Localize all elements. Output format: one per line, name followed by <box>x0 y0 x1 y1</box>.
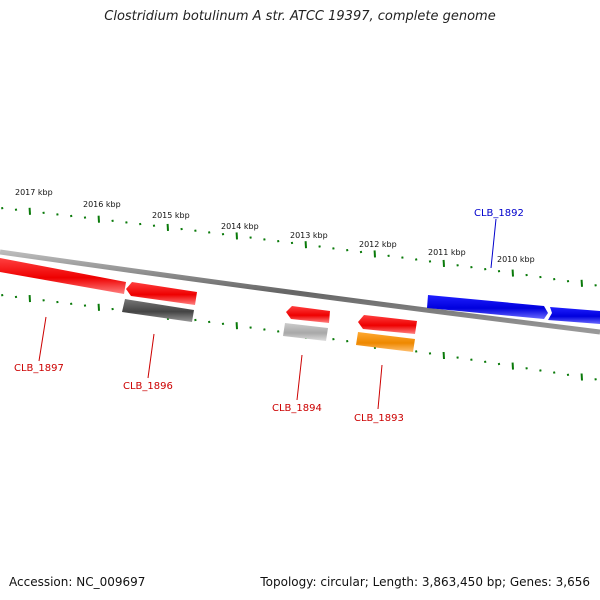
leader-clb-1894 <box>296 354 303 401</box>
gene-clb-1897[interactable] <box>0 258 126 294</box>
gene-label-clb-1896[interactable]: CLB_1896 <box>123 381 173 392</box>
gene-clb-1892[interactable] <box>427 295 548 319</box>
scale-label: 2010 kbp <box>497 255 535 264</box>
feature-clb-1893[interactable] <box>356 332 415 352</box>
gene-label-clb-1897[interactable]: CLB_1897 <box>14 363 64 374</box>
leader-clb-1893 <box>377 364 383 410</box>
gene-forward-right[interactable] <box>548 307 600 324</box>
leader-clb-1897 <box>38 316 47 362</box>
gene-red-3[interactable] <box>286 306 330 323</box>
map-title: Clostridium botulinum A str. ATCC 19397,… <box>104 9 496 24</box>
scale-label: 2016 kbp <box>83 200 121 209</box>
scale-label: 2014 kbp <box>221 222 259 231</box>
genome-info-text: Topology: circular; Length: 3,863,450 bp… <box>260 575 590 589</box>
feature-clb-1896[interactable] <box>122 299 194 322</box>
accession-text: Accession: NC_009697 <box>9 575 146 589</box>
gene-label-clb-1893[interactable]: CLB_1893 <box>354 413 404 424</box>
scale-label: 2017 kbp <box>15 188 53 197</box>
gene-label-clb-1892[interactable]: CLB_1892 <box>474 208 524 219</box>
gene-red-2[interactable] <box>126 282 197 305</box>
scale-label: 2015 kbp <box>152 211 190 220</box>
leader-clb-1892 <box>490 218 497 269</box>
feature-clb-1894[interactable] <box>283 323 328 341</box>
scale-label: 2011 kbp <box>428 248 466 257</box>
leader-clb-1896 <box>147 333 155 379</box>
gene-red-4[interactable] <box>358 315 417 334</box>
scale-label: 2012 kbp <box>359 240 397 249</box>
gene-label-clb-1894[interactable]: CLB_1894 <box>272 403 322 414</box>
genome-backbone <box>0 249 600 335</box>
scale-labels: 2017 kbp 2016 kbp 2015 kbp 2014 kbp 2013… <box>15 188 535 264</box>
label-leaders <box>38 218 497 410</box>
scale-label: 2013 kbp <box>290 231 328 240</box>
outer-tick-ring <box>1 207 597 287</box>
